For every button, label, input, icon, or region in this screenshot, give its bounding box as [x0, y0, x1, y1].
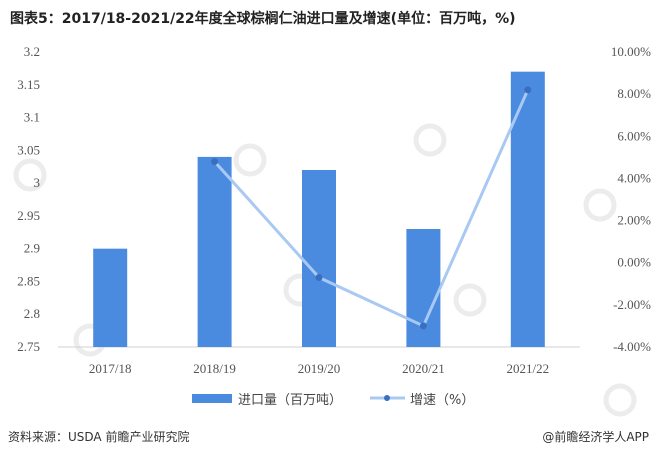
- left-tick-label: 3.05: [17, 142, 40, 157]
- watermark-logo: [233, 143, 267, 177]
- left-tick-label: 2.8: [24, 306, 40, 321]
- right-tick-label: -2.00%: [613, 297, 651, 312]
- bar-2021-22: [510, 71, 545, 348]
- right-tick-label: 0.00%: [617, 255, 651, 270]
- legend-bar-label: 进口量（百万吨）: [238, 393, 342, 408]
- chart-title: 图表5：2017/18-2021/22年度全球棕榈仁油进口量及增速(单位：百万吨…: [10, 11, 516, 27]
- bar-2019-20: [302, 170, 336, 347]
- left-tick-label: 3: [34, 175, 41, 190]
- line-series: [211, 86, 532, 330]
- right-tick-label: 8.00%: [617, 86, 651, 101]
- right-tick-label: 4.00%: [617, 170, 651, 185]
- brand-note: @前瞻经济学人APP: [542, 430, 649, 444]
- left-tick-label: 3.1: [24, 110, 40, 125]
- left-tick-label: 3.15: [17, 77, 40, 92]
- legend-bar-swatch: [192, 394, 232, 403]
- bar-2018-19: [197, 156, 232, 347]
- right-axis-ticks: -4.00% -2.00% 0.00% 2.00% 4.00% 6.00% 8.00% 10.…: [611, 44, 651, 354]
- left-axis-ticks: 2.75 2.8 2.85 2.9 2.95 3 3.05 3.1 3.15 3.2: [17, 44, 40, 354]
- bar-series: [93, 71, 545, 348]
- legend: 进口量（百万吨） 增速（%）: [192, 393, 474, 408]
- x-tick-label: 2017/18: [89, 361, 132, 376]
- left-tick-label: 2.75: [17, 339, 40, 354]
- x-tick-label: 2021/22: [506, 361, 549, 376]
- legend-line-label: 增速（%）: [410, 393, 474, 408]
- right-tick-label: 10.00%: [611, 44, 651, 59]
- left-tick-label: 2.95: [17, 208, 40, 223]
- left-tick-label: 2.85: [17, 273, 40, 288]
- source-note: 资料来源：USDA 前瞻产业研究院: [8, 430, 190, 444]
- watermark-logo: [603, 383, 637, 417]
- x-axis-ticks: 2017/18 2018/19 2019/20 2020/21 2021/22: [89, 361, 549, 376]
- x-tick-label: 2020/21: [402, 361, 445, 376]
- right-tick-label: 2.00%: [617, 213, 651, 228]
- left-tick-label: 3.2: [24, 44, 40, 59]
- growth-point-2018-19: [211, 158, 219, 166]
- x-tick-label: 2018/19: [193, 361, 236, 376]
- watermark-logo: [453, 283, 487, 317]
- legend-line-marker: [384, 395, 390, 401]
- right-tick-label: 6.00%: [617, 128, 651, 143]
- growth-line: [213, 89, 530, 328]
- x-tick-label: 2019/20: [298, 361, 341, 376]
- growth-point-2020-21: [419, 322, 427, 330]
- growth-point-2019-20: [315, 273, 323, 281]
- watermark-logo: [413, 123, 447, 157]
- left-tick-label: 2.9: [24, 241, 40, 256]
- right-tick-label: -4.00%: [613, 339, 651, 354]
- bar-2017-18: [93, 248, 128, 347]
- watermark-logo: [583, 188, 617, 222]
- growth-point-2021-22: [524, 86, 532, 94]
- watermark-logo: [13, 158, 47, 192]
